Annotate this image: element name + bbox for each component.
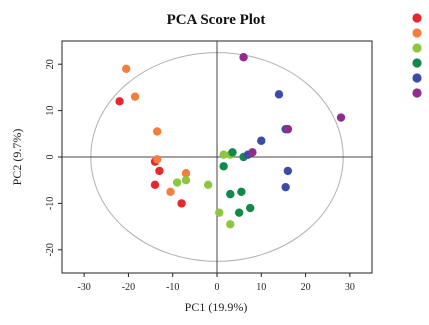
- data-point-group-2: [130, 92, 140, 101]
- legend-marker-group-3: [412, 43, 422, 53]
- legend-marker-group-6: [412, 88, 422, 98]
- y-tick-label: -10: [45, 197, 56, 210]
- data-point-group-5: [283, 166, 293, 176]
- data-point-group-3: [181, 176, 191, 185]
- y-axis-label: PC2 (9.7%): [10, 129, 24, 186]
- y-tick-label: 0: [45, 155, 56, 160]
- data-point-group-1: [177, 199, 186, 208]
- data-point-group-4: [234, 208, 244, 217]
- data-point-group-5: [281, 182, 290, 192]
- x-tick-label: 0: [215, 282, 220, 293]
- data-point-group-4: [246, 203, 255, 213]
- data-point-group-3: [215, 208, 224, 217]
- y-tick-label: 20: [45, 59, 56, 69]
- data-point-group-3: [203, 180, 213, 190]
- data-point-group-5: [257, 136, 266, 145]
- legend: [412, 13, 422, 98]
- data-point-group-2: [153, 155, 162, 164]
- legend-marker-group-2: [412, 28, 422, 38]
- data-point-group-4: [228, 148, 237, 157]
- y-tick-label: -20: [45, 243, 56, 256]
- y-tick-label: 10: [45, 106, 56, 116]
- data-point-group-2: [166, 187, 175, 196]
- x-tick-label: 30: [345, 282, 355, 293]
- data-point-group-1: [115, 97, 124, 106]
- x-tick-label: -20: [122, 282, 135, 293]
- data-point-group-2: [122, 64, 131, 74]
- data-point-group-3: [226, 220, 235, 229]
- legend-marker-group-1: [412, 13, 422, 23]
- data-point-group-2: [153, 127, 162, 136]
- x-tick-label: -30: [77, 282, 90, 293]
- data-point-group-5: [274, 90, 284, 99]
- data-point-group-6: [248, 148, 257, 157]
- plot-area: [62, 41, 372, 273]
- data-points: [115, 53, 346, 229]
- x-tick-label: 20: [301, 282, 311, 293]
- data-point-group-6: [239, 53, 248, 62]
- axis-ticks: -30 -20 -10 0 10 20 30 20 10 0 -10 -20: [45, 59, 355, 293]
- data-point-group-6: [283, 124, 293, 134]
- x-tick-label: -10: [166, 282, 179, 293]
- legend-marker-group-4: [412, 58, 422, 68]
- data-point-group-4: [237, 187, 246, 196]
- data-point-group-2: [181, 169, 191, 178]
- data-point-group-6: [336, 113, 346, 122]
- data-point-group-3: [219, 150, 228, 159]
- chart-title: PCA Score Plot: [167, 12, 266, 28]
- data-point-group-1: [155, 166, 164, 176]
- data-point-group-4: [226, 189, 235, 199]
- data-point-group-4: [219, 162, 228, 171]
- x-tick-label: 10: [256, 282, 266, 293]
- data-point-group-3: [172, 178, 182, 187]
- data-point-group-1: [150, 180, 160, 190]
- x-axis-label: PC1 (19.9%): [185, 300, 248, 314]
- legend-marker-group-5: [412, 73, 422, 83]
